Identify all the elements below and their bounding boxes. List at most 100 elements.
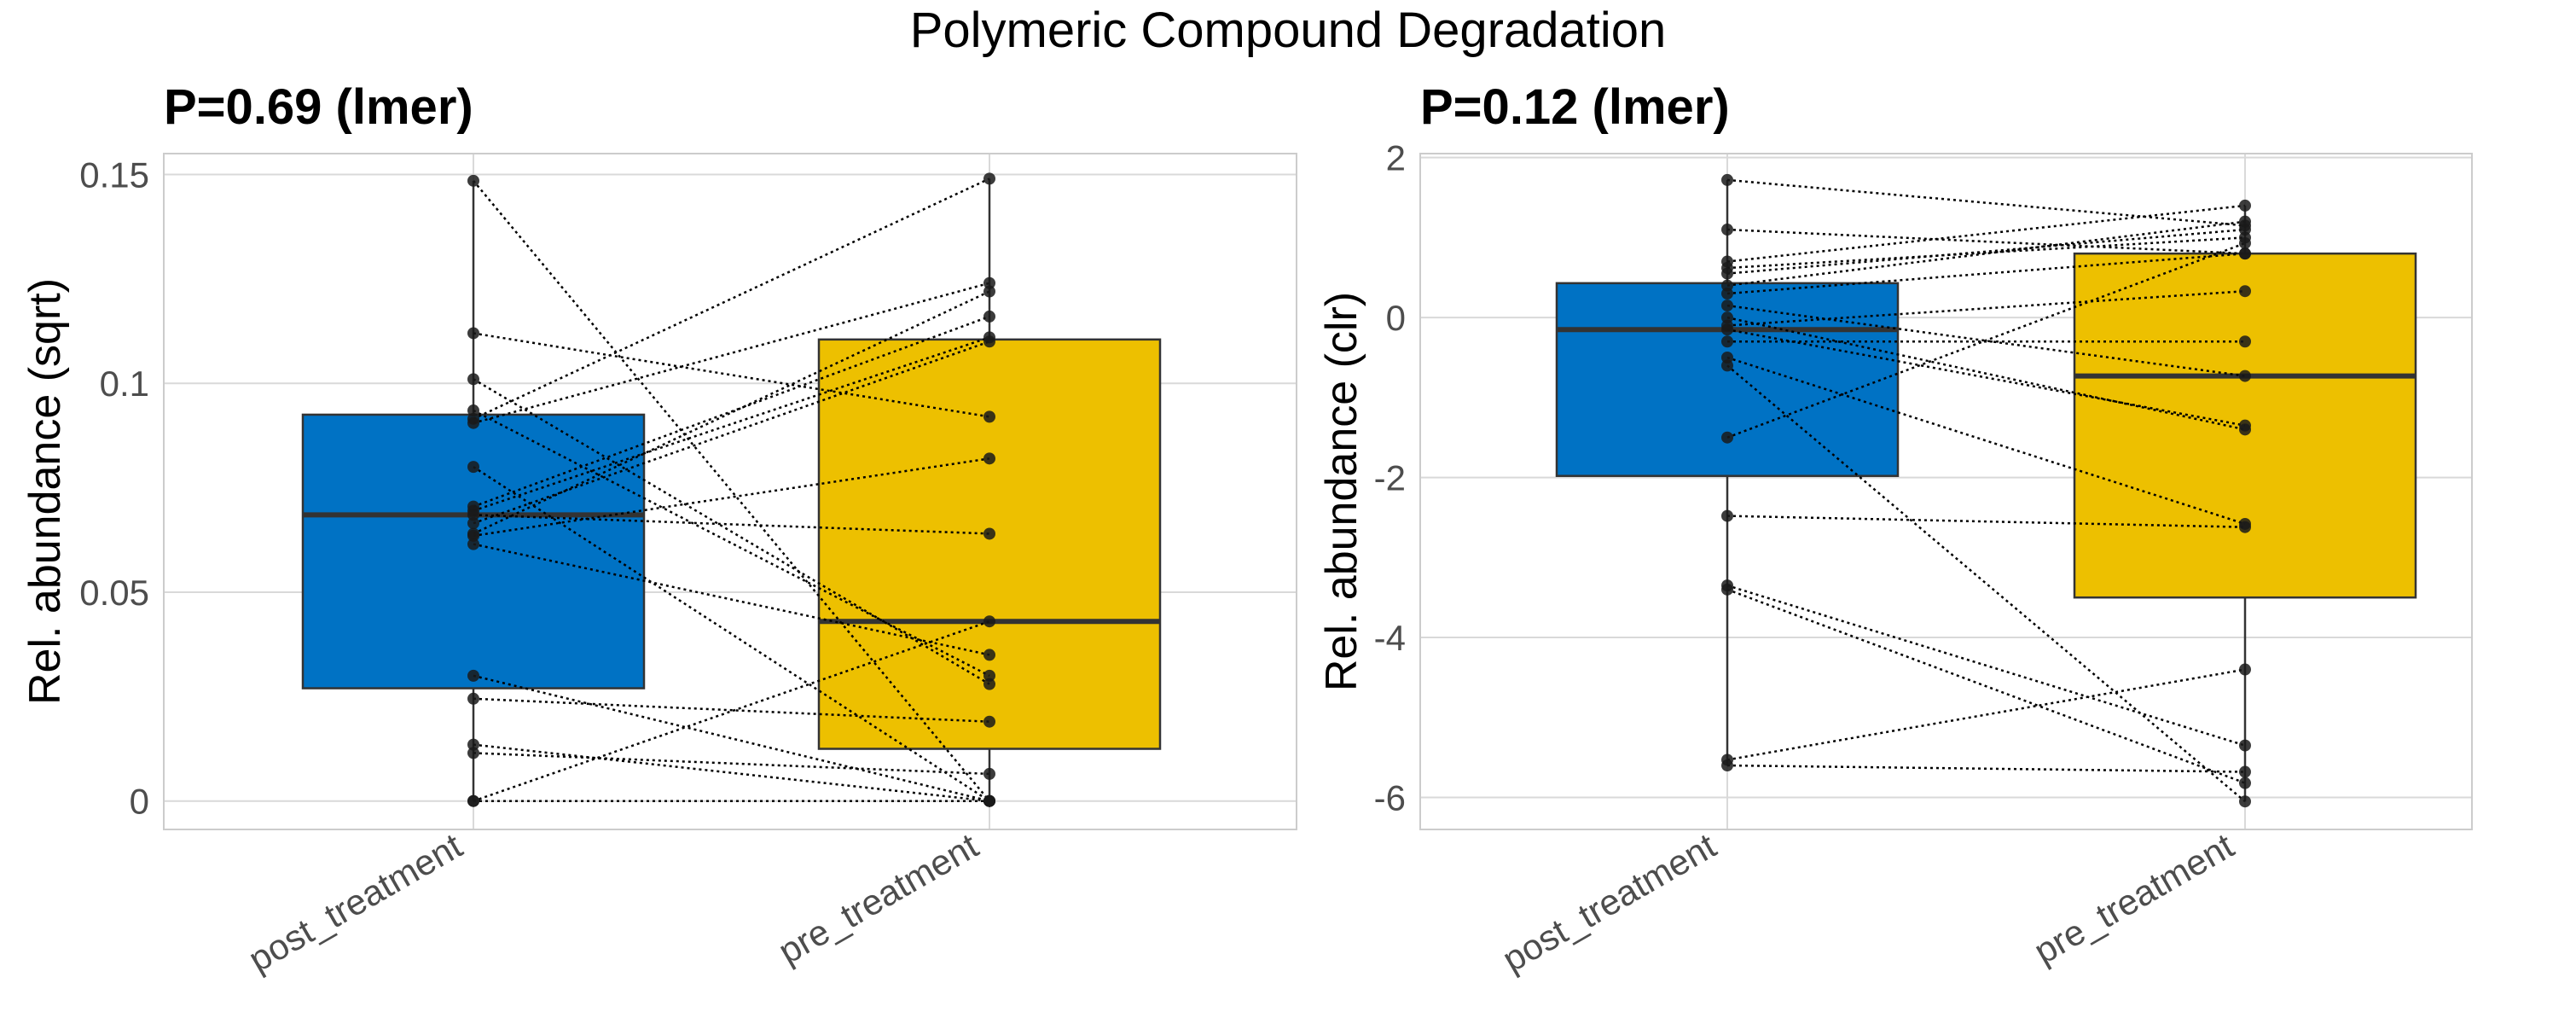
data-point-pre [2239, 765, 2251, 778]
data-point-pre [2239, 369, 2251, 382]
panel-border [163, 153, 1297, 830]
pair-line [473, 466, 990, 802]
data-point-post [1721, 431, 1733, 444]
data-point-pre [2239, 739, 2251, 752]
pair-line [1726, 241, 2246, 439]
data-point-pre [983, 649, 995, 661]
data-point-pre [983, 669, 995, 682]
pair-line [1726, 584, 2246, 747]
data-point-post [1721, 224, 1733, 236]
data-point-post [467, 517, 479, 530]
data-point-post [1721, 173, 1733, 186]
y-tick-label: 0 [130, 782, 149, 822]
y-tick-label: 0 [1386, 298, 1406, 338]
data-point-post [1721, 759, 1733, 772]
y-tick-label: 2 [1386, 138, 1406, 178]
pair-line [473, 674, 990, 802]
pair-line [1726, 316, 2246, 431]
data-point-post [1721, 583, 1733, 596]
y-tick-label: 0.05 [79, 573, 149, 613]
panel-border [1419, 153, 2473, 830]
pair-line [1726, 515, 2246, 528]
data-point-pre [983, 678, 995, 690]
data-point-pre [2239, 777, 2251, 789]
data-point-pre [983, 172, 995, 185]
pair-line [473, 697, 990, 723]
data-point-post [467, 794, 479, 807]
x-tick-label: post_treatment [241, 825, 468, 980]
data-point-post [467, 747, 479, 759]
y-tick-label: -2 [1374, 458, 1406, 498]
data-point-pre [983, 615, 995, 628]
data-point-pre [2239, 419, 2251, 432]
pair-line [473, 340, 990, 525]
pair-line [1726, 668, 2246, 761]
data-point-pre [983, 452, 995, 465]
pair-line [473, 543, 990, 656]
pair-line [1726, 764, 2246, 773]
pair-line [1726, 289, 2246, 327]
data-point-pre [983, 715, 995, 728]
data-point-pre [2239, 247, 2251, 260]
data-point-pre [983, 767, 995, 780]
pair-line [473, 336, 990, 512]
y-tick-label: 0.15 [79, 154, 149, 195]
pair-line [1726, 588, 2246, 784]
pair-line [473, 315, 990, 508]
pair-line [1726, 228, 2246, 255]
data-point-post [1721, 323, 1733, 336]
data-point-pre [983, 527, 995, 540]
data-point-pre [983, 335, 995, 348]
pair-line [473, 514, 990, 535]
data-point-post [1721, 359, 1733, 372]
data-point-post [467, 461, 479, 474]
data-point-post [467, 174, 479, 187]
data-point-pre [983, 310, 995, 323]
data-point-post [467, 538, 479, 550]
data-point-pre [2239, 215, 2251, 228]
pair-line [473, 378, 990, 685]
data-point-post [467, 373, 479, 386]
data-point-pre [2239, 285, 2251, 298]
data-point-pre [983, 276, 995, 289]
right-panel: -6 -4 -2 0 2 post_treatment pre_treatment Rel. … [1317, 79, 2473, 980]
data-point-post [467, 669, 479, 682]
data-point-post [467, 416, 479, 429]
data-point-pre [2239, 521, 2251, 533]
data-point-post [467, 738, 479, 751]
pair-line [473, 752, 990, 776]
y-tick-label: 0.1 [100, 364, 149, 404]
data-point-pre [983, 794, 995, 807]
x-tick-label: post_treatment [1495, 825, 1722, 980]
x-tick-label: pre_treatment [772, 825, 985, 972]
pair-line [1726, 356, 2246, 526]
data-point-post [1721, 300, 1733, 312]
data-point-post [1721, 267, 1733, 280]
y-axis-title: Rel. abundance (sqrt) [20, 278, 70, 705]
data-point-post [467, 327, 479, 340]
data-point-post [1721, 509, 1733, 522]
left-panel: 0 0.05 0.1 0.15 post_treatment pre_treatment R… [20, 79, 1297, 980]
pair-line [1726, 236, 2246, 270]
pair-line [1726, 178, 2246, 227]
data-point-pre [983, 285, 995, 298]
data-point-pre [2239, 335, 2251, 348]
data-point-pre [2239, 663, 2251, 676]
box-post_treatment [301, 413, 646, 689]
panel-title: P=0.12 (lmer) [1420, 79, 1730, 135]
pair-line [473, 743, 990, 802]
pair-line [473, 409, 990, 677]
pair-line [473, 620, 990, 802]
data-point-post [467, 404, 479, 417]
x-tick-label: pre_treatment [2028, 825, 2241, 972]
y-tick-label: -6 [1374, 778, 1406, 818]
panel-title: P=0.69 (lmer) [164, 79, 473, 135]
data-point-pre [2239, 236, 2251, 249]
data-point-post [467, 509, 479, 521]
data-point-post [467, 692, 479, 705]
data-point-pre [2239, 795, 2251, 808]
data-point-pre [983, 410, 995, 423]
pair-line [1726, 328, 2246, 427]
chart-title: Polymeric Compound Degradation [910, 3, 1667, 58]
